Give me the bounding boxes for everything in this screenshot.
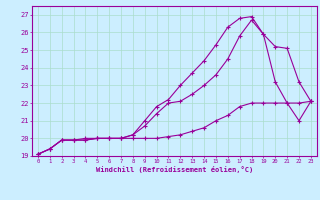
- X-axis label: Windchill (Refroidissement éolien,°C): Windchill (Refroidissement éolien,°C): [96, 166, 253, 173]
